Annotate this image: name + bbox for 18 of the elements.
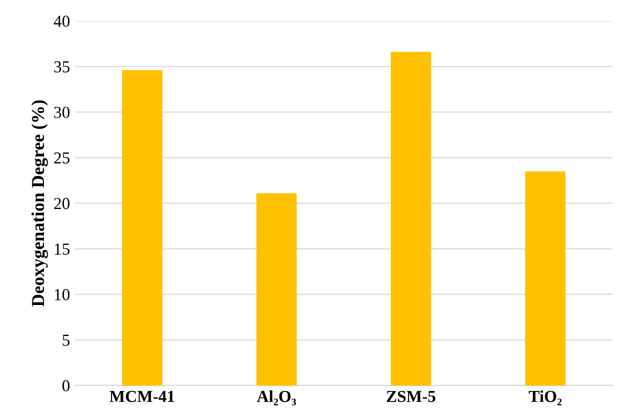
x-tick-label: Al₂O₃ <box>256 390 296 406</box>
y-tick-label: 20 <box>54 198 70 210</box>
x-tick-label: TiO₂ <box>528 390 562 406</box>
y-tick-label: 10 <box>54 289 70 300</box>
y-tick-label: 0 <box>62 380 70 392</box>
bar <box>525 171 566 386</box>
y-tick-label: 30 <box>54 106 70 118</box>
y-tick-label: 35 <box>54 61 70 72</box>
bar <box>256 193 297 386</box>
x-tick-label: MCM-41 <box>110 390 174 402</box>
y-tick-label: 40 <box>54 16 70 27</box>
y-axis-title: Deoxygenation Degree (%) <box>31 100 48 307</box>
y-tick-label: 5 <box>62 334 70 346</box>
y-tick-label: 25 <box>54 152 70 164</box>
y-tick-label: 15 <box>54 244 70 255</box>
bar <box>122 70 162 386</box>
bar <box>390 52 432 386</box>
x-tick-label: ZSM-5 <box>386 390 436 402</box>
